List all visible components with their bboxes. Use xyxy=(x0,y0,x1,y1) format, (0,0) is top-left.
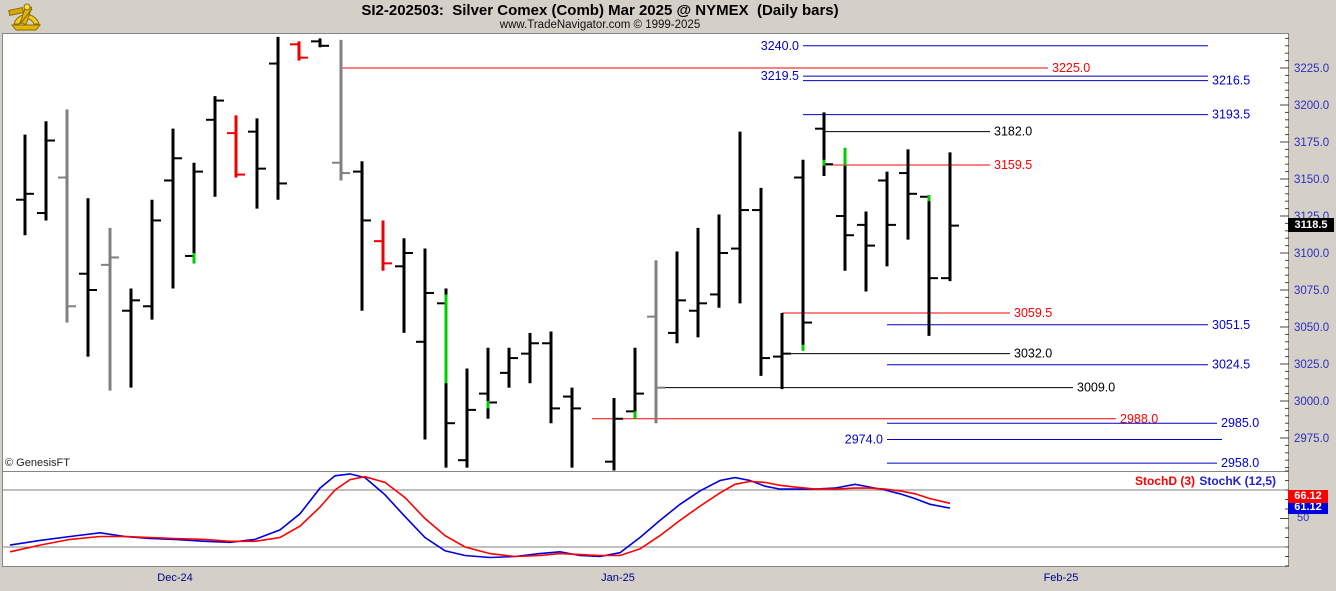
stochd-legend-label: StochD (3) xyxy=(1135,474,1195,488)
level-label: 3182.0 xyxy=(994,125,1032,139)
level-label: 3240.0 xyxy=(761,39,799,53)
chart-title: SI2-202503: Silver Comex (Comb) Mar 2025… xyxy=(361,2,839,19)
level-label: 2988.0 xyxy=(1120,412,1158,426)
chart-subtitle: www.TradeNavigator.com © 1999-2025 xyxy=(499,19,701,31)
price-axis-tick-label: 3000.0 xyxy=(1294,396,1329,408)
current-price-badge: 3118.5 xyxy=(1288,218,1334,232)
stoch-axis-label-50: 50 xyxy=(1297,512,1310,524)
level-label: 3009.0 xyxy=(1077,381,1115,395)
price-axis-tick-label: 3075.0 xyxy=(1294,285,1329,297)
x-axis-label-dec24: Dec-24 xyxy=(157,572,193,584)
stochd-line xyxy=(9,475,951,558)
stochk-value-badge: 61.12 xyxy=(1288,501,1328,514)
price-axis-tick-label: 3025.0 xyxy=(1294,359,1329,371)
level-label: 2958.0 xyxy=(1221,456,1259,470)
chart-header: SI2-202503: Silver Comex (Comb) Mar 2025… xyxy=(0,0,1336,33)
price-axis-tick-label: 3200.0 xyxy=(1294,100,1329,112)
level-label: 3059.5 xyxy=(1014,306,1052,320)
level-label: 3193.5 xyxy=(1212,108,1250,122)
price-axis-tick-label: 3050.0 xyxy=(1294,322,1329,334)
level-label: 3024.5 xyxy=(1212,358,1250,372)
price-axis-tick-label: 3150.0 xyxy=(1294,174,1329,186)
level-label: 3051.5 xyxy=(1212,318,1250,332)
level-label: 3225.0 xyxy=(1052,61,1090,75)
x-axis-label-jan25: Jan-25 xyxy=(601,572,635,584)
genesisft-logo-icon xyxy=(6,3,46,36)
date-axis-band xyxy=(0,567,1336,591)
level-label: 3159.5 xyxy=(994,158,1032,172)
price-axis-tick-label: 2975.0 xyxy=(1294,433,1329,445)
price-axis-tick-label: 3225.0 xyxy=(1294,63,1329,75)
stochk-line xyxy=(9,473,951,559)
level-label: 2985.0 xyxy=(1221,416,1259,430)
level-label: 3032.0 xyxy=(1014,347,1052,361)
x-axis-label-feb25: Feb-25 xyxy=(1043,572,1079,584)
price-axis-gutter xyxy=(1289,33,1336,567)
level-label: 2974.0 xyxy=(845,432,883,446)
stochk-legend-label: StochK (12,5) xyxy=(1199,474,1276,488)
level-label: 3219.5 xyxy=(761,69,799,83)
stochastic-panel[interactable] xyxy=(2,471,1289,567)
price-axis-tick-label: 3100.0 xyxy=(1294,248,1329,260)
level-label: 3216.5 xyxy=(1212,74,1250,88)
stochd-value-badge: 66.12 xyxy=(1288,490,1328,503)
genesisft-watermark: © GenesisFT xyxy=(5,457,70,469)
price-axis-tick-label: 3175.0 xyxy=(1294,137,1329,149)
